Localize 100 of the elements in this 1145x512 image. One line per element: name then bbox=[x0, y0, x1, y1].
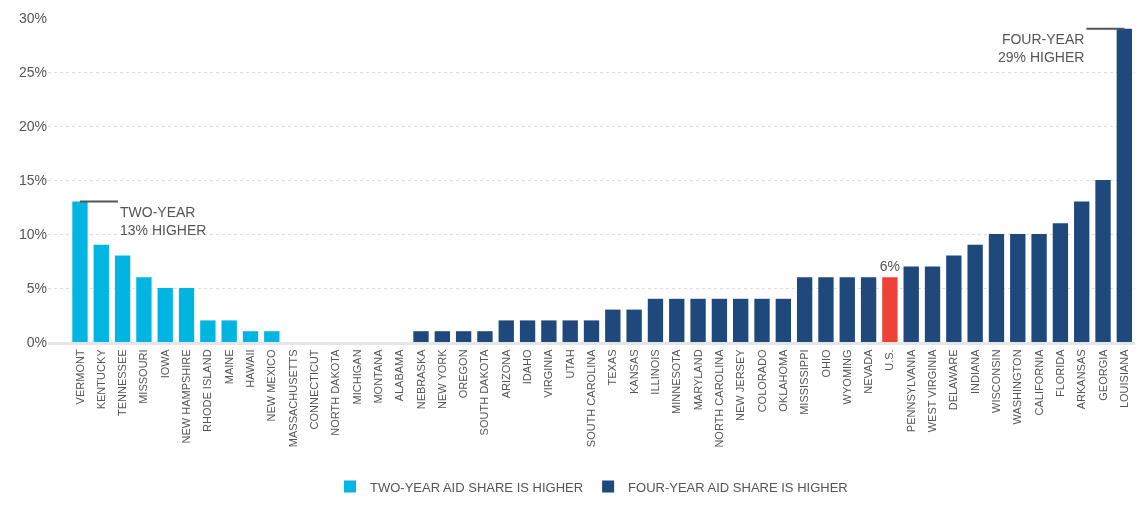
x-tick-label: WASHINGTON bbox=[1011, 349, 1024, 425]
bar bbox=[413, 331, 429, 342]
bar bbox=[242, 331, 259, 342]
x-tick-label: SOUTH DAKOTA bbox=[478, 348, 491, 436]
x-tick-label: OREGON bbox=[457, 349, 470, 399]
x-tick-label: NEBRASKA bbox=[414, 348, 427, 410]
x-tick-label: VIRGINIA bbox=[542, 348, 555, 398]
x-tick-label: FLORIDA bbox=[1053, 348, 1066, 398]
bar bbox=[221, 320, 237, 342]
y-tick-label: 25% bbox=[18, 63, 47, 80]
bar bbox=[626, 309, 642, 342]
x-tick-label: KENTUCKY bbox=[94, 348, 107, 410]
bar bbox=[818, 277, 834, 342]
bar bbox=[1074, 201, 1090, 342]
x-tick-label: TEXAS bbox=[606, 349, 619, 386]
bar bbox=[477, 331, 493, 342]
bar bbox=[1031, 234, 1047, 342]
x-tick-label: OHIO bbox=[819, 348, 832, 378]
y-tick-label: 5% bbox=[26, 279, 47, 296]
bar bbox=[1095, 180, 1111, 342]
bar bbox=[93, 244, 109, 342]
bar bbox=[434, 331, 450, 342]
y-tick-label: 15% bbox=[18, 171, 47, 188]
x-tick-label: RHODE ISLAND bbox=[201, 349, 214, 432]
x-tick-label: MASSACHUSETTS bbox=[286, 349, 299, 448]
bar bbox=[519, 320, 536, 342]
annotation: TWO-YEAR 13% HIGHER bbox=[120, 204, 207, 239]
bar bbox=[711, 298, 728, 342]
bar bbox=[669, 298, 685, 342]
x-tick-label: NEW HAMPSHIRE bbox=[180, 349, 193, 444]
x-tick-label: MONTANA bbox=[371, 348, 384, 404]
y-tick-label: 30% bbox=[18, 9, 47, 26]
x-tick-label: ARIZONA bbox=[499, 348, 512, 399]
x-tick-label: MICHIGAN bbox=[350, 349, 363, 405]
bar bbox=[690, 298, 706, 342]
bar bbox=[157, 288, 173, 342]
x-tick-label: NORTH CAROLINA bbox=[712, 348, 725, 448]
x-tick-label: WYOMING bbox=[840, 349, 853, 405]
legend-label: FOUR-YEAR AID SHARE IS HIGHER bbox=[628, 479, 848, 495]
x-tick-label: DELAWARE bbox=[947, 349, 960, 411]
x-tick-label: ALABAMA bbox=[393, 348, 406, 402]
x-tick-label: NEVADA bbox=[862, 348, 875, 394]
x-tick-label: HAWAII bbox=[244, 349, 257, 388]
x-tick-label: IOWA bbox=[158, 348, 171, 379]
x-tick-label: WEST VIRGINIA bbox=[926, 348, 939, 433]
x-tick-label: INDIANA bbox=[968, 348, 981, 395]
x-tick-label: MISSISSIPPI bbox=[798, 349, 811, 415]
x-tick-label: CALIFORNIA bbox=[1032, 348, 1045, 416]
x-tick-label: OKLAHOMA bbox=[776, 348, 789, 412]
x-tick-label: NEW JERSEY bbox=[734, 348, 747, 421]
y-tick-label: 20% bbox=[18, 117, 47, 134]
x-tick-label: SOUTH CAROLINA bbox=[585, 348, 598, 448]
x-tick-label: VERMONT bbox=[73, 349, 86, 405]
x-tick-label: IDAHO bbox=[521, 348, 534, 385]
x-tick-label: ILLINOIS bbox=[649, 349, 662, 395]
bar bbox=[264, 331, 280, 342]
x-tick-label: WISCONSIN bbox=[990, 349, 1003, 413]
bar bbox=[647, 298, 664, 342]
x-tick-label: NEW YORK bbox=[435, 348, 448, 410]
bar bbox=[967, 244, 983, 342]
bar bbox=[946, 255, 962, 342]
x-tick-label: ARKANSAS bbox=[1075, 349, 1088, 410]
bar bbox=[882, 277, 898, 342]
bar bbox=[114, 255, 131, 342]
bar bbox=[562, 320, 578, 342]
bar bbox=[136, 277, 152, 342]
x-tick-label: MISSOURI bbox=[137, 349, 150, 404]
bar bbox=[733, 298, 749, 342]
x-tick-label: MINNESOTA bbox=[670, 348, 683, 414]
annotation: FOUR-YEAR 29% HIGHER bbox=[998, 31, 1085, 66]
data-label: 6% bbox=[879, 258, 901, 275]
y-tick-label: 10% bbox=[18, 225, 47, 242]
legend-label: TWO-YEAR AID SHARE IS HIGHER bbox=[370, 479, 584, 495]
bar bbox=[860, 277, 877, 342]
bar bbox=[583, 320, 600, 342]
x-tick-label: COLORADO bbox=[755, 348, 768, 413]
bar bbox=[1116, 28, 1133, 342]
x-tick-label: LOUISIANA bbox=[1117, 348, 1130, 409]
bar bbox=[775, 298, 791, 342]
bar bbox=[178, 288, 195, 342]
bar bbox=[1010, 234, 1026, 342]
x-tick-label: TENNESSEE bbox=[116, 349, 129, 417]
bar bbox=[455, 331, 472, 342]
bar bbox=[605, 309, 621, 342]
bar bbox=[1052, 223, 1069, 342]
bar bbox=[924, 266, 941, 342]
bar bbox=[498, 320, 514, 342]
x-tick-label: NORTH DAKOTA bbox=[329, 348, 342, 436]
bar bbox=[200, 320, 216, 342]
x-tick-label: U.S. bbox=[883, 349, 896, 371]
x-tick-label: NEW MEXICO bbox=[265, 348, 278, 422]
bar bbox=[796, 277, 813, 342]
x-tick-label: UTAH bbox=[563, 349, 576, 379]
bar bbox=[839, 277, 855, 342]
bar bbox=[754, 298, 770, 342]
x-tick-label: MARYLAND bbox=[691, 349, 704, 411]
x-tick-label: KANSAS bbox=[627, 349, 640, 395]
bar bbox=[72, 201, 88, 342]
bar bbox=[988, 234, 1005, 342]
bar bbox=[541, 320, 557, 342]
